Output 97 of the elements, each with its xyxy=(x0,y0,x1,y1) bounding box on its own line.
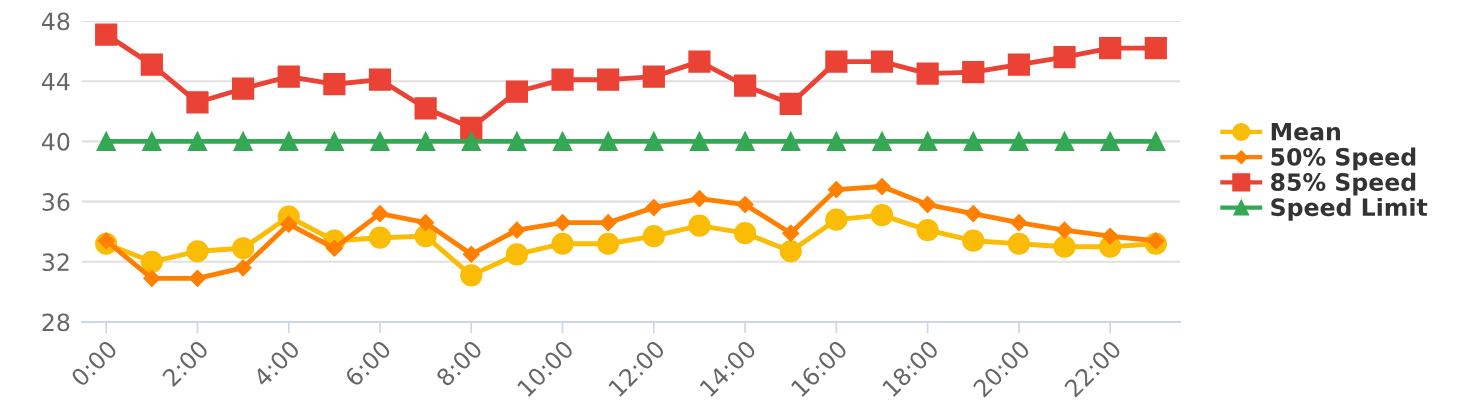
point xyxy=(916,219,939,242)
point xyxy=(231,237,255,260)
point xyxy=(140,250,163,273)
point xyxy=(460,264,483,287)
y-tick-label: 36 xyxy=(42,193,70,211)
point xyxy=(825,50,848,73)
point xyxy=(280,215,298,233)
point xyxy=(735,131,755,152)
point xyxy=(1100,131,1120,152)
point xyxy=(508,221,526,239)
point xyxy=(461,131,481,152)
point xyxy=(733,74,757,97)
y-tick-label: 48 xyxy=(42,12,70,31)
legend-label: 85% Speed xyxy=(1271,172,1416,196)
point xyxy=(644,131,664,152)
point xyxy=(597,232,620,255)
point xyxy=(552,131,573,152)
point xyxy=(870,50,894,73)
point xyxy=(323,73,346,96)
point xyxy=(688,50,711,73)
point xyxy=(140,53,163,76)
point xyxy=(233,131,253,152)
point xyxy=(916,62,939,85)
point xyxy=(507,131,527,152)
point xyxy=(733,222,757,245)
point xyxy=(1007,232,1031,255)
point xyxy=(598,131,618,152)
point xyxy=(736,196,754,214)
point xyxy=(873,177,891,196)
point xyxy=(642,65,665,88)
point xyxy=(143,269,161,287)
legend-label: Speed Limit xyxy=(1271,197,1428,221)
point xyxy=(642,225,665,248)
point xyxy=(370,131,390,152)
legend-label: 50% Speed xyxy=(1271,147,1416,171)
point xyxy=(462,245,480,263)
point xyxy=(962,61,985,84)
point xyxy=(645,199,663,217)
point xyxy=(277,65,300,88)
point xyxy=(234,259,252,277)
point xyxy=(963,131,983,152)
point xyxy=(368,68,392,91)
point xyxy=(779,240,802,263)
point xyxy=(279,131,299,152)
point xyxy=(1055,221,1074,239)
y-tick-label: 44 xyxy=(42,72,70,91)
point xyxy=(781,131,801,152)
y-tick-label: 40 xyxy=(42,132,70,151)
point xyxy=(597,68,620,91)
point xyxy=(371,205,389,223)
point xyxy=(460,116,483,139)
point xyxy=(186,91,209,114)
point xyxy=(779,92,802,115)
point xyxy=(1144,36,1167,60)
point xyxy=(919,196,937,214)
point xyxy=(690,190,709,208)
point xyxy=(505,80,529,103)
point xyxy=(187,131,208,152)
point xyxy=(1053,235,1076,258)
point xyxy=(142,131,162,152)
point xyxy=(95,23,118,46)
point xyxy=(324,131,345,152)
point xyxy=(188,269,207,287)
point xyxy=(689,131,710,152)
point xyxy=(186,240,209,263)
point xyxy=(688,214,711,237)
point xyxy=(96,131,116,152)
point xyxy=(870,204,894,227)
point xyxy=(1146,131,1166,152)
point xyxy=(1009,131,1029,152)
y-tick-label: 28 xyxy=(42,313,70,332)
point xyxy=(782,224,800,242)
point xyxy=(417,214,435,232)
point xyxy=(826,131,847,152)
point xyxy=(551,232,574,255)
legend-label: Mean xyxy=(1271,122,1341,141)
point xyxy=(962,229,985,252)
point xyxy=(414,97,437,120)
point xyxy=(825,208,848,231)
point xyxy=(1101,227,1119,245)
y-tick-label: 32 xyxy=(42,253,69,272)
point xyxy=(1010,214,1028,232)
point xyxy=(415,131,436,152)
point xyxy=(551,68,574,91)
point xyxy=(368,226,392,249)
point xyxy=(964,205,982,223)
point xyxy=(917,131,938,152)
point xyxy=(553,214,572,232)
point xyxy=(872,131,892,152)
point xyxy=(1007,53,1031,76)
point xyxy=(1054,131,1075,152)
point xyxy=(1099,36,1122,60)
point xyxy=(827,181,845,199)
point xyxy=(505,243,529,266)
point xyxy=(599,214,617,232)
point xyxy=(231,77,255,100)
point xyxy=(1053,46,1076,69)
